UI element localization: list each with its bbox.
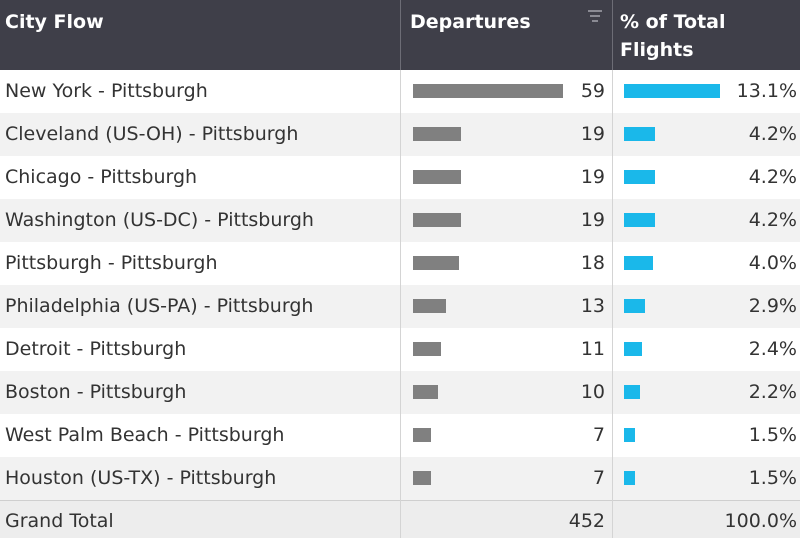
departures-value: 7 bbox=[592, 467, 605, 489]
city-flow-cell: New York - Pittsburgh bbox=[5, 80, 208, 102]
header-pct-total-flights[interactable]: % of Total Flights bbox=[620, 0, 795, 70]
pct-total-value: 4.0% bbox=[748, 252, 797, 274]
header-pct-line1: % of Total bbox=[620, 11, 726, 33]
pct-total-bar bbox=[624, 127, 655, 141]
header-departures[interactable]: Departures bbox=[410, 0, 610, 70]
table-row[interactable]: West Palm Beach - Pittsburgh 7 1.5% bbox=[0, 414, 800, 457]
pct-total-bar bbox=[624, 385, 640, 399]
city-flow-cell: Boston - Pittsburgh bbox=[5, 381, 187, 403]
table-row[interactable]: New York - Pittsburgh 59 13.1% bbox=[0, 70, 800, 113]
header-city-flow-label: City Flow bbox=[5, 11, 104, 33]
departures-value: 19 bbox=[580, 166, 605, 188]
departures-value: 19 bbox=[580, 123, 605, 145]
departures-value: 18 bbox=[580, 252, 605, 274]
table-row[interactable]: Detroit - Pittsburgh 11 2.4% bbox=[0, 328, 800, 371]
pct-total-value: 2.4% bbox=[748, 338, 797, 360]
departures-bar bbox=[413, 127, 461, 141]
departures-bar bbox=[413, 385, 438, 399]
pct-total-value: 2.9% bbox=[748, 295, 797, 317]
departures-bar bbox=[413, 428, 431, 442]
pct-total-bar bbox=[624, 213, 655, 227]
city-flow-cell: Philadelphia (US-PA) - Pittsburgh bbox=[5, 295, 314, 317]
pct-total-bar bbox=[624, 471, 635, 485]
city-flow-cell: Cleveland (US-OH) - Pittsburgh bbox=[5, 123, 299, 145]
city-flow-cell: West Palm Beach - Pittsburgh bbox=[5, 424, 285, 446]
grand-total-departures: 452 bbox=[568, 510, 605, 532]
pct-total-value: 4.2% bbox=[748, 209, 797, 231]
pct-total-bar bbox=[624, 428, 635, 442]
departures-bar bbox=[413, 471, 431, 485]
pct-total-value: 1.5% bbox=[748, 424, 797, 446]
table-row[interactable]: Pittsburgh - Pittsburgh 18 4.0% bbox=[0, 242, 800, 285]
pct-total-bar bbox=[624, 170, 655, 184]
departures-value: 13 bbox=[580, 295, 605, 317]
header-pct-line2: Flights bbox=[620, 39, 694, 61]
table-header: City Flow Departures % of Total Flights bbox=[0, 0, 800, 70]
grand-total-label: Grand Total bbox=[5, 510, 114, 532]
pct-total-value: 4.2% bbox=[748, 123, 797, 145]
departures-bar bbox=[413, 84, 563, 98]
column-divider bbox=[612, 70, 613, 538]
pct-total-value: 2.2% bbox=[748, 381, 797, 403]
city-flow-cell: Chicago - Pittsburgh bbox=[5, 166, 198, 188]
header-divider bbox=[400, 0, 401, 70]
departures-value: 10 bbox=[580, 381, 605, 403]
header-divider bbox=[612, 0, 613, 70]
header-departures-label: Departures bbox=[410, 11, 531, 33]
pct-total-value: 4.2% bbox=[748, 166, 797, 188]
sort-icon[interactable] bbox=[585, 6, 605, 26]
departures-bar bbox=[413, 213, 461, 227]
table-row[interactable]: Chicago - Pittsburgh 19 4.2% bbox=[0, 156, 800, 199]
departures-bar bbox=[413, 170, 461, 184]
pct-total-bar bbox=[624, 256, 653, 270]
departures-value: 11 bbox=[580, 338, 605, 360]
pct-total-bar bbox=[624, 342, 642, 356]
grand-total-pct: 100.0% bbox=[724, 510, 797, 532]
departures-bar bbox=[413, 256, 459, 270]
departures-value: 19 bbox=[580, 209, 605, 231]
pct-total-bar bbox=[624, 84, 720, 98]
pct-total-bar bbox=[624, 299, 645, 313]
city-flow-cell: Detroit - Pittsburgh bbox=[5, 338, 187, 360]
header-city-flow[interactable]: City Flow bbox=[5, 0, 400, 70]
pct-total-value: 1.5% bbox=[748, 467, 797, 489]
departures-value: 7 bbox=[592, 424, 605, 446]
city-flow-cell: Pittsburgh - Pittsburgh bbox=[5, 252, 218, 274]
city-flow-cell: Washington (US-DC) - Pittsburgh bbox=[5, 209, 314, 231]
city-flow-cell: Houston (US-TX) - Pittsburgh bbox=[5, 467, 277, 489]
pct-total-value: 13.1% bbox=[736, 80, 797, 102]
departures-bar bbox=[413, 299, 446, 313]
departures-value: 59 bbox=[580, 80, 605, 102]
column-divider bbox=[400, 70, 401, 538]
departures-bar bbox=[413, 342, 441, 356]
